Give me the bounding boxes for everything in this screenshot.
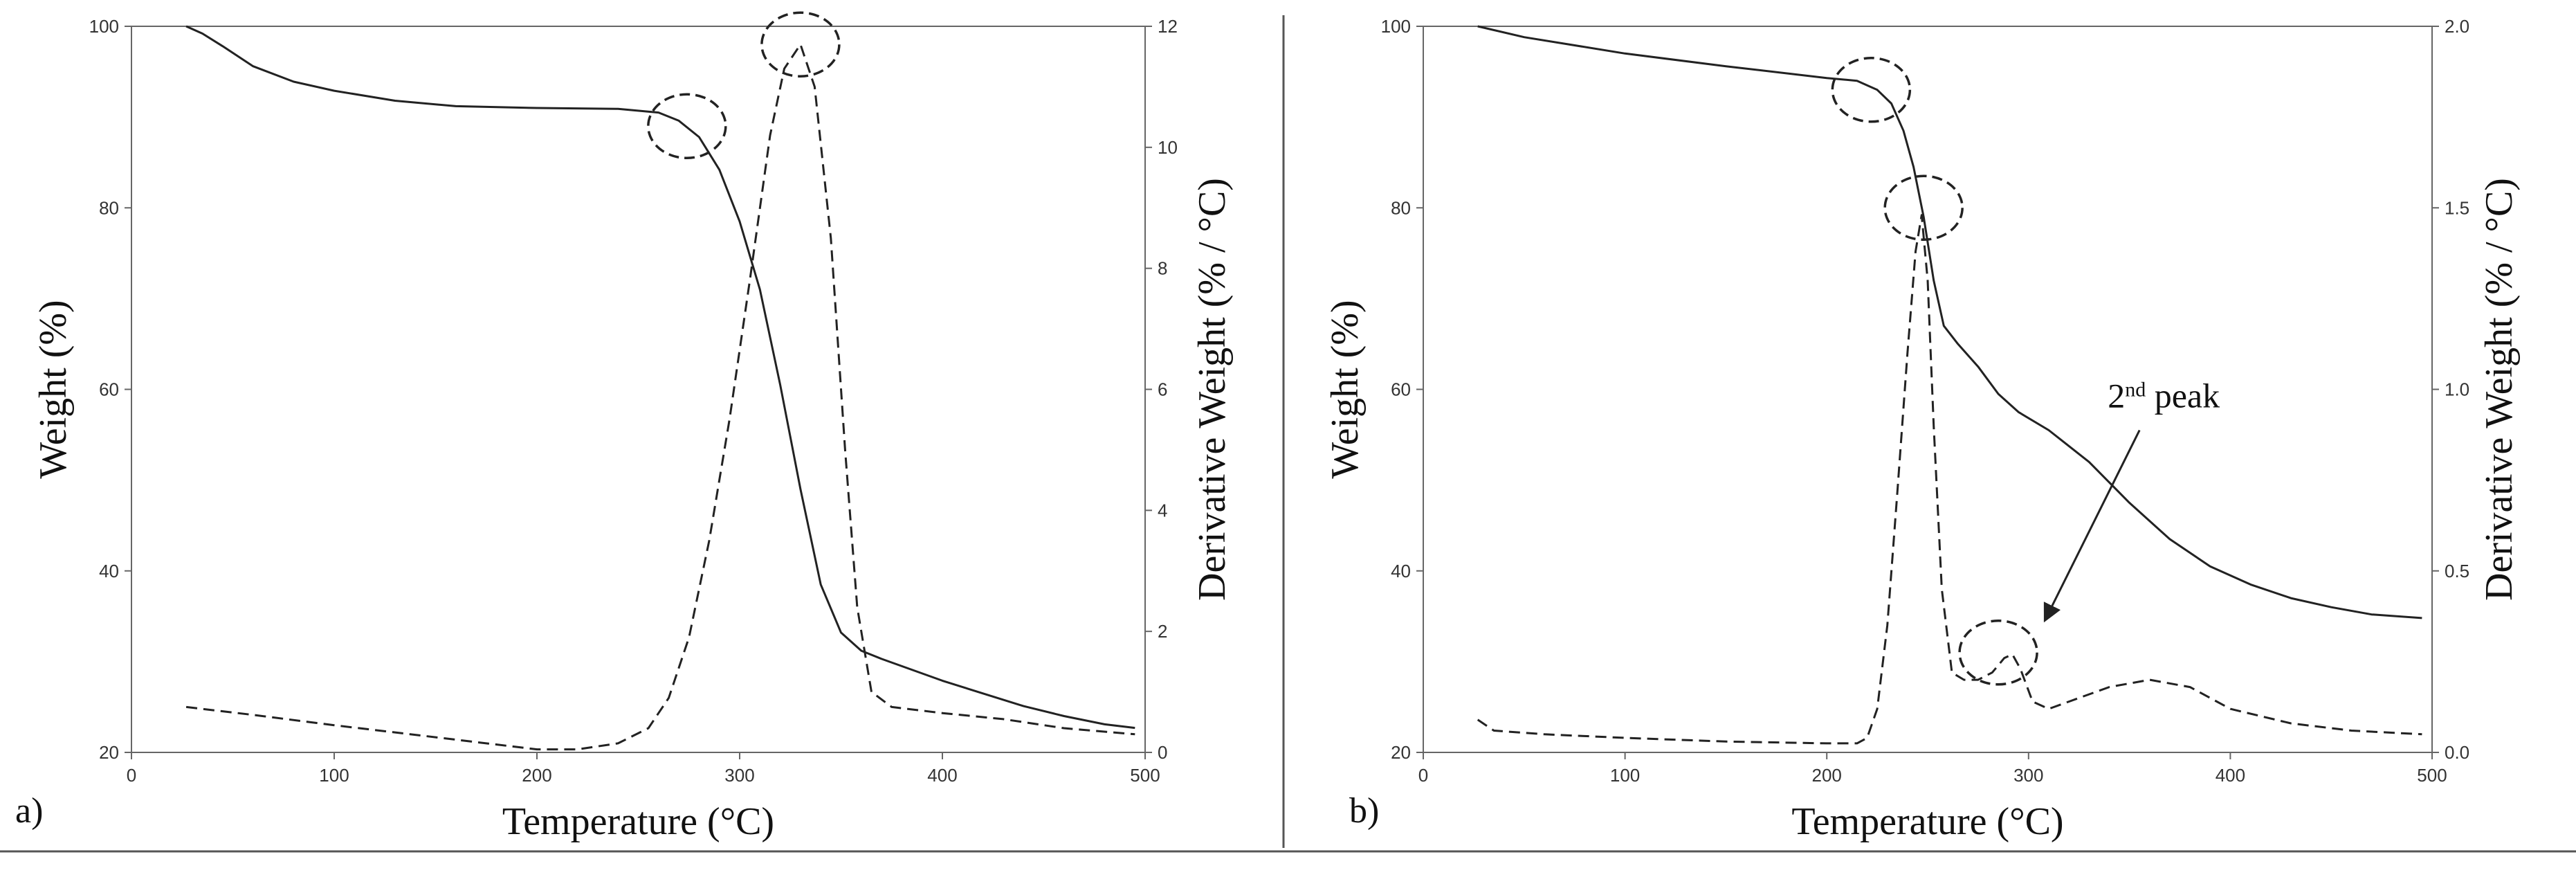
x-tick-label: 300 xyxy=(724,765,754,786)
x-tick-label: 400 xyxy=(2216,765,2245,786)
x-axis-label: Temperature (°C) xyxy=(1791,800,2063,843)
x-tick-label: 500 xyxy=(2417,765,2447,786)
series-derivative-weight-line xyxy=(1477,214,2422,745)
y-tick-label: 60 xyxy=(1391,379,1411,400)
y-tick-label: 80 xyxy=(1391,197,1411,218)
y2-axis-label: Derivative Weight (% / °C) xyxy=(2478,178,2521,601)
y-axis-label: Weight (%) xyxy=(1324,300,1367,478)
x-tick-label: 0 xyxy=(1418,765,1428,786)
annotation-arrow xyxy=(2043,429,2141,623)
annotation-dashed-circle xyxy=(1831,57,1912,123)
y-tick-label: 40 xyxy=(1391,561,1411,581)
y2-tick-label: 2.0 xyxy=(2445,16,2469,37)
panel-label: b) xyxy=(1349,791,1379,831)
x-tick-label: 400 xyxy=(927,765,957,786)
y2-tick-label: 12 xyxy=(1158,16,1178,37)
y-tick-label: 40 xyxy=(99,561,119,581)
annotation-dashed-circle xyxy=(1958,620,2038,686)
y2-tick-label: 0 xyxy=(1158,742,1167,763)
x-tick-label: 200 xyxy=(522,765,551,786)
annotation-dashed-circle xyxy=(647,93,727,159)
y-tick-label: 20 xyxy=(99,742,119,763)
y2-tick-label: 0.0 xyxy=(2445,742,2469,763)
y-tick-label: 100 xyxy=(1381,16,1411,37)
x-tick-label: 500 xyxy=(1130,765,1160,786)
y-tick-label: 60 xyxy=(99,379,119,400)
y2-tick-label: 6 xyxy=(1158,379,1167,400)
y-tick-label: 80 xyxy=(99,197,119,218)
y2-axis-label: Derivative Weight (% / °C) xyxy=(1191,178,1234,601)
panel-a: 0 100 200 300 400 500 20 40 60 80 100 0 2 4 6 8 10 12 Temp… xyxy=(15,11,1234,843)
x-tick-label: 300 xyxy=(2013,765,2043,786)
series-weight-line xyxy=(185,25,1135,730)
panel-label: a) xyxy=(15,791,43,831)
y2-tick-label: 1.0 xyxy=(2445,379,2469,400)
y2-tick-label: 0.5 xyxy=(2445,561,2469,581)
y2-tick-label: 2 xyxy=(1158,621,1167,642)
annotation-dashed-circle xyxy=(1883,174,1964,241)
x-tick-label: 100 xyxy=(319,765,349,786)
y-tick-label: 20 xyxy=(1391,742,1411,763)
annotation-second-peak-label: 2nd peak xyxy=(2108,377,2220,415)
y2-tick-label: 1.5 xyxy=(2445,197,2469,218)
y-axis-label: Weight (%) xyxy=(32,300,75,478)
series-derivative-weight-line xyxy=(185,43,1135,751)
panel-b: 0 100 200 300 400 500 20 40 60 80 100 0.0 0.5 1.0 1.5 2… xyxy=(1324,16,2521,843)
x-tick-label: 100 xyxy=(1610,765,1640,786)
y-tick-label: 100 xyxy=(89,16,119,37)
x-tick-label: 200 xyxy=(1812,765,1842,786)
series-weight-line xyxy=(1477,25,2422,620)
x-tick-label: 0 xyxy=(127,765,136,786)
y2-tick-label: 10 xyxy=(1158,137,1178,158)
x-axis-label: Temperature (°C) xyxy=(502,800,774,843)
y2-tick-label: 4 xyxy=(1158,500,1167,521)
annotation-dashed-circle xyxy=(760,11,841,78)
y2-tick-label: 8 xyxy=(1158,258,1167,279)
